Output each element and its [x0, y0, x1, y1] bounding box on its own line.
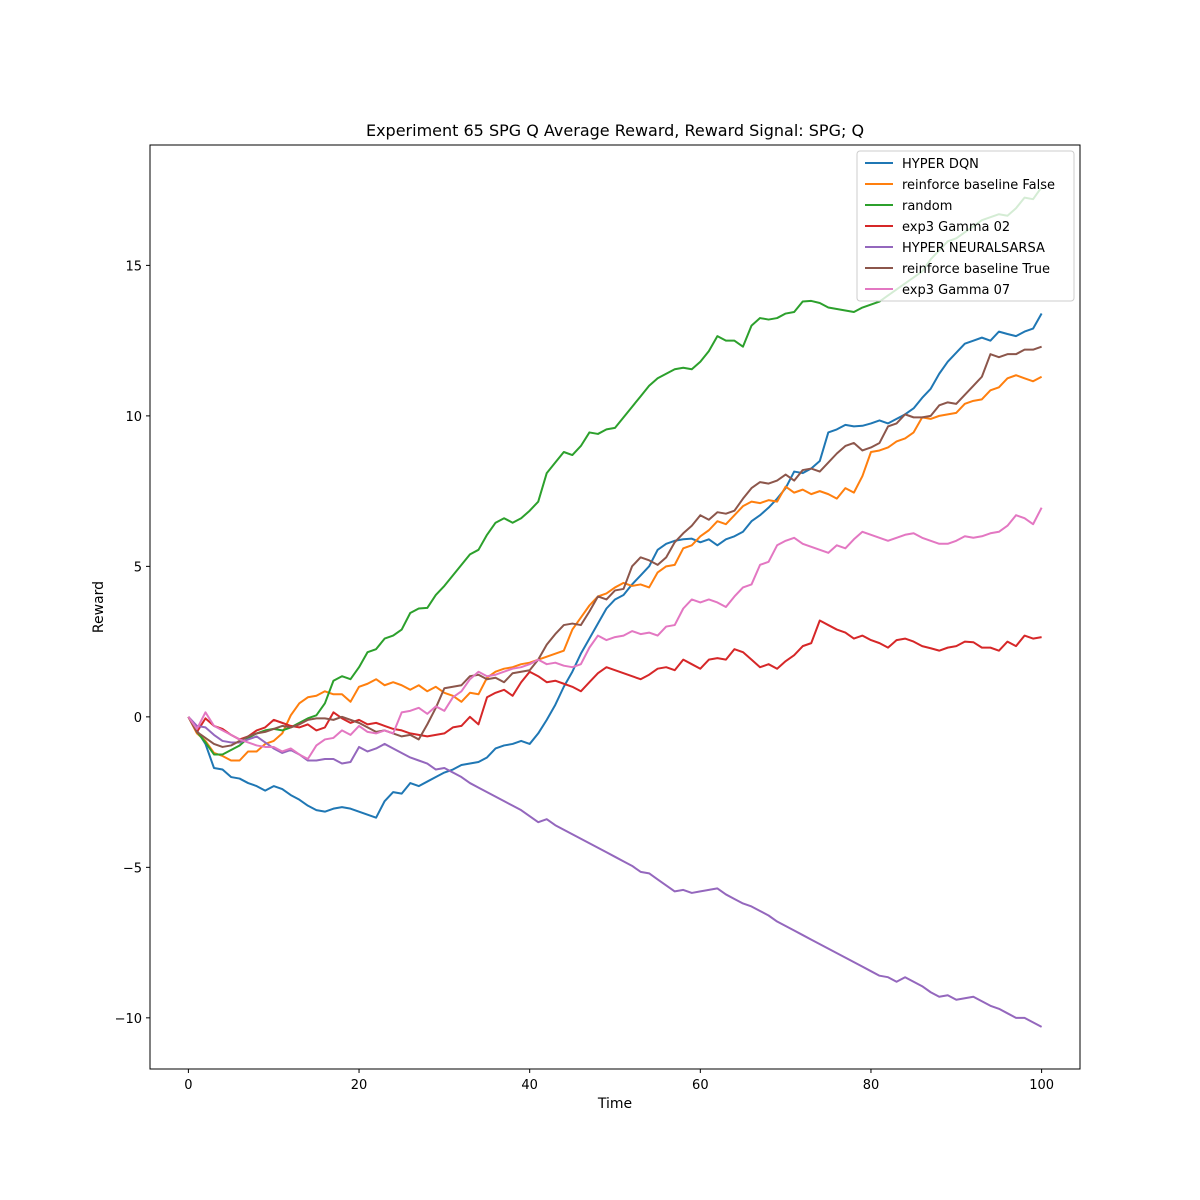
- series-line-reinforce-baseline-false: [187, 374, 1043, 762]
- x-tick-label: 80: [863, 1078, 880, 1093]
- series-lines: [187, 186, 1043, 1028]
- x-tick-label: 100: [1029, 1078, 1054, 1093]
- legend-label: HYPER DQN: [902, 157, 979, 172]
- legend-label: exp3 Gamma 02: [902, 220, 1010, 235]
- legend: HYPER DQN reinforce baseline False random e…: [856, 150, 1075, 302]
- y-axis-label: Reward: [91, 581, 107, 633]
- plot-area: 0 20 40 60 80 100 −10 −5 0 5 10 15: [115, 144, 1081, 1093]
- chart-title: Experiment 65 SPG Q Average Reward, Rewa…: [366, 121, 864, 140]
- x-tick-label: 0: [184, 1078, 192, 1093]
- legend-entry: random: [865, 199, 952, 214]
- legend-entry: HYPER NEURALSARSA: [865, 241, 1045, 256]
- series-line-reinforce-baseline-true: [187, 345, 1042, 748]
- legend-entry: reinforce baseline True: [865, 262, 1050, 277]
- series-line-exp3-gamma-02: [187, 619, 1042, 741]
- y-tick-label: −5: [123, 861, 142, 876]
- y-tick-label: −10: [115, 1012, 142, 1027]
- x-tick-label: 40: [521, 1078, 538, 1093]
- legend-label: HYPER NEURALSARSA: [902, 241, 1045, 256]
- series-line-hyper-neuralsarsa: [187, 716, 1043, 1028]
- legend-box: [856, 150, 1075, 302]
- legend-label: exp3 Gamma 07: [902, 283, 1010, 298]
- legend-entry: HYPER DQN: [865, 157, 979, 172]
- y-tick-label: 10: [125, 410, 142, 425]
- legend-entry: exp3 Gamma 07: [865, 283, 1010, 298]
- x-tick-label: 60: [692, 1078, 709, 1093]
- y-tick-label: 15: [125, 259, 142, 274]
- series-line-exp3-gamma-07: [187, 507, 1043, 760]
- x-axis-label: Time: [597, 1096, 632, 1112]
- legend-label: reinforce baseline False: [902, 178, 1055, 193]
- series-line-hyper-dqn: [187, 313, 1043, 819]
- axes-frame: [149, 144, 1081, 1070]
- legend-label: reinforce baseline True: [902, 262, 1050, 277]
- y-tick-label: 5: [134, 560, 142, 575]
- x-tick-label: 20: [351, 1078, 368, 1093]
- legend-label: random: [902, 199, 952, 214]
- legend-entry: exp3 Gamma 02: [865, 220, 1010, 235]
- legend-entry: reinforce baseline False: [865, 178, 1055, 193]
- y-tick-label: 0: [134, 711, 142, 726]
